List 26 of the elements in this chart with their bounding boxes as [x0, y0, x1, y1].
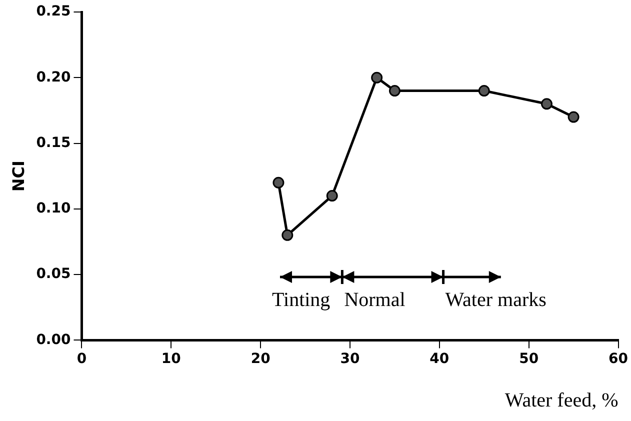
x-tick-label: 30 — [340, 351, 360, 368]
y-tick-label: 0.10 — [36, 200, 71, 217]
point — [388, 85, 400, 97]
point — [540, 98, 552, 110]
y-tick-label: 0.15 — [36, 134, 71, 151]
x-tick-label: 0 — [76, 351, 87, 368]
y-tick-label: 0.00 — [36, 332, 71, 348]
annotation: Normal — [344, 289, 406, 312]
annotation: Tinting — [272, 289, 330, 312]
x-tick-label: 40 — [430, 351, 450, 368]
point — [371, 72, 383, 84]
x-tick-label: 50 — [519, 351, 539, 368]
y-tick-label: 0.25 — [36, 4, 71, 20]
point — [568, 111, 580, 123]
point — [272, 176, 284, 188]
x-tick-label: 60 — [608, 351, 628, 368]
y-axis-title: NCI — [8, 160, 28, 192]
x-axis-title: Water feed, % — [504, 389, 618, 412]
point — [478, 85, 490, 97]
y-tick-label: 0.20 — [36, 69, 71, 86]
x-tick-label: 20 — [250, 351, 271, 368]
x-tick-label: 10 — [161, 351, 182, 368]
annotation: Water marks — [445, 289, 546, 312]
point — [326, 190, 338, 202]
point — [282, 229, 294, 241]
y-tick-label: 0.05 — [36, 266, 71, 282]
